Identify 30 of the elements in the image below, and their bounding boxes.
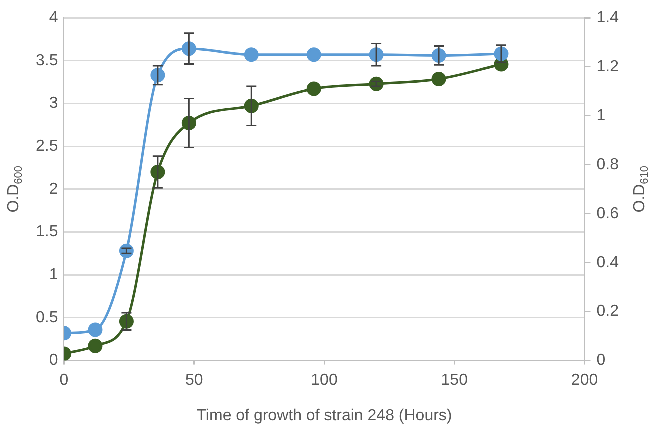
y2-tick-label: 1.4	[596, 9, 620, 26]
y-axis-title: O.D600	[5, 166, 26, 213]
point	[88, 338, 103, 354]
x-tick-label: 50	[185, 372, 204, 389]
y-tick-label: 0	[49, 352, 58, 370]
y-tick-label: 3	[49, 95, 58, 112]
x-tick-label: 200	[571, 372, 598, 389]
point	[306, 82, 322, 96]
y2-axis-title: O.D610	[631, 166, 652, 213]
y2-tick-label: 0	[596, 352, 606, 370]
y-tick-label: 1.5	[36, 224, 58, 241]
point	[244, 48, 259, 62]
y-tick-label: 4	[49, 9, 58, 26]
x-tick-label: 150	[441, 372, 468, 389]
y-tick-label: 1	[49, 266, 58, 284]
y-tick-label: 3.5	[36, 52, 58, 70]
point	[306, 48, 322, 62]
y2-tick-label: 0.4	[596, 254, 620, 272]
y2-tick-label: 1.2	[596, 58, 620, 76]
point	[432, 72, 446, 86]
y2-tick-label: 0.8	[596, 156, 620, 174]
y2-tick-label: 0.2	[596, 303, 620, 320]
y2-tick-label: 1	[596, 107, 606, 124]
y2-tick-label: 0.6	[596, 205, 620, 222]
y-tick-label: 2	[49, 180, 58, 198]
y-tick-label: 2.5	[36, 138, 58, 155]
x-tick-label: 100	[311, 372, 338, 389]
point	[88, 322, 103, 338]
x-axis-title: Time of growth of strain 248 (Hours)	[196, 407, 452, 424]
y-tick-label: 0.5	[36, 309, 58, 326]
